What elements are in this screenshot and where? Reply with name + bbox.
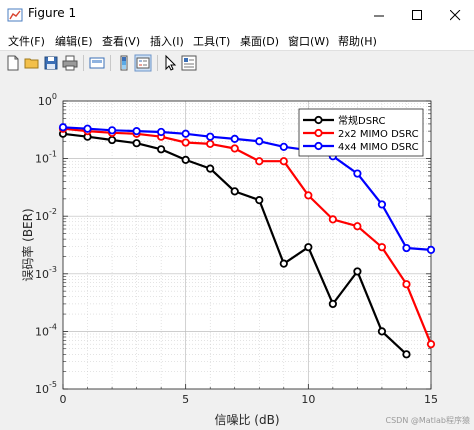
data-point bbox=[230, 134, 239, 143]
data-point bbox=[83, 124, 92, 133]
axes-box bbox=[62, 100, 432, 390]
legend-label: 2x2 MIMO DSRC bbox=[338, 129, 419, 140]
data-point bbox=[377, 327, 387, 336]
data-point bbox=[402, 350, 411, 359]
data-point bbox=[157, 145, 166, 154]
minimize-icon bbox=[373, 15, 384, 16]
close-icon bbox=[449, 9, 460, 20]
legend-entries: 常规DSRC 2x2 MIMO DSRC 4x4 MIMO DSRC bbox=[303, 114, 419, 153]
data-point bbox=[132, 139, 141, 148]
legend[interactable]: 常规DSRC 2x2 MIMO DSRC 4x4 MIMO DSRC bbox=[298, 108, 424, 157]
data-point bbox=[377, 243, 387, 252]
menu-desktop[interactable]: 桌面(D) bbox=[240, 35, 280, 48]
window-title: Figure 1 bbox=[28, 6, 77, 20]
toggle-colorbar-icon[interactable] bbox=[115, 54, 133, 72]
x-tick-label: 0 bbox=[60, 393, 67, 406]
data-point bbox=[402, 280, 411, 289]
data-point bbox=[157, 127, 166, 137]
x-tick-label: 5 bbox=[182, 393, 189, 406]
legend-marker bbox=[314, 115, 323, 125]
data-point bbox=[426, 245, 436, 254]
data-point bbox=[255, 157, 264, 166]
y-tick-labels: 100 10-1 10-2 10-3 10-4 10-5 bbox=[35, 92, 57, 396]
y-axis-label: 误码率 (BER) bbox=[20, 208, 35, 281]
series-line-2 bbox=[62, 127, 433, 345]
menu-edit[interactable]: 编辑(E) bbox=[55, 35, 93, 48]
data-point bbox=[206, 132, 215, 141]
legend-label: 常规DSRC bbox=[338, 114, 385, 127]
matlab-figure-icon bbox=[7, 8, 23, 22]
y-tick-label: 10-5 bbox=[35, 380, 57, 396]
save-icon[interactable] bbox=[42, 54, 60, 72]
watermark: CSDN @Matlab程序猿 bbox=[385, 416, 471, 425]
data-point bbox=[328, 215, 337, 224]
y-tick-label: 10-2 bbox=[35, 207, 57, 223]
data-point bbox=[255, 137, 264, 146]
data-point bbox=[132, 127, 141, 136]
data-point bbox=[107, 135, 117, 145]
data-point bbox=[353, 222, 362, 231]
series-line-3 bbox=[62, 126, 432, 251]
minimize-button[interactable] bbox=[360, 0, 398, 30]
open-folder-icon[interactable] bbox=[23, 54, 41, 72]
data-point bbox=[230, 187, 239, 196]
property-inspector-icon[interactable] bbox=[180, 54, 198, 72]
data-point bbox=[206, 164, 215, 173]
title-bar: Figure 1 bbox=[0, 0, 474, 30]
menu-view[interactable]: 查看(V) bbox=[102, 35, 141, 48]
x-axis-label: 信噪比 (dB) bbox=[214, 413, 279, 427]
y-tick-label: 10-3 bbox=[35, 265, 57, 281]
link-plot-icon[interactable] bbox=[88, 54, 106, 72]
pointer-icon[interactable] bbox=[161, 54, 179, 72]
data-point bbox=[304, 243, 313, 252]
toolbar-separator bbox=[110, 55, 111, 71]
data-point bbox=[230, 144, 239, 153]
menu-window[interactable]: 窗口(W) bbox=[288, 35, 330, 48]
new-file-icon[interactable] bbox=[4, 54, 22, 72]
menu-tools[interactable]: 工具(T) bbox=[193, 35, 231, 48]
data-point bbox=[206, 139, 215, 148]
axis-ticks bbox=[62, 100, 432, 390]
maximize-icon bbox=[411, 9, 422, 20]
y-tick-label: 10-4 bbox=[35, 322, 57, 338]
data-point bbox=[255, 196, 264, 205]
menu-help[interactable]: 帮助(H) bbox=[338, 35, 377, 48]
menu-insert[interactable]: 插入(I) bbox=[150, 35, 184, 48]
data-point bbox=[353, 169, 362, 178]
toolbar bbox=[0, 50, 474, 76]
legend-marker bbox=[314, 141, 323, 151]
data-point bbox=[279, 259, 288, 268]
data-point bbox=[304, 191, 313, 200]
maximize-button[interactable] bbox=[398, 0, 436, 30]
data-point bbox=[279, 142, 288, 151]
data-point bbox=[181, 155, 190, 164]
data-point bbox=[181, 129, 190, 138]
insert-legend-icon[interactable] bbox=[134, 54, 152, 72]
x-tick-label: 15 bbox=[424, 393, 438, 406]
data-point bbox=[426, 340, 436, 349]
close-button[interactable] bbox=[436, 0, 474, 30]
menu-bar: 文件(F) 编辑(E) 查看(V) 插入(I) 工具(T) 桌面(D) 窗口(W… bbox=[0, 30, 474, 50]
legend-marker bbox=[314, 128, 323, 138]
data-point bbox=[328, 299, 337, 309]
data-point bbox=[107, 126, 117, 135]
data-point bbox=[353, 267, 362, 276]
menu-file[interactable]: 文件(F) bbox=[8, 35, 45, 48]
y-tick-label: 100 bbox=[38, 92, 57, 108]
data-point bbox=[377, 200, 387, 209]
data-point bbox=[58, 123, 68, 132]
data-point bbox=[181, 138, 190, 147]
x-tick-label: 10 bbox=[301, 393, 315, 406]
toolbar-separator bbox=[83, 55, 84, 71]
toolbar-separator bbox=[157, 55, 158, 71]
x-tick-labels: 0 5 10 15 bbox=[60, 393, 439, 406]
series-lines bbox=[58, 123, 436, 359]
print-icon[interactable] bbox=[61, 54, 79, 72]
y-tick-label: 10-1 bbox=[35, 150, 57, 166]
data-point bbox=[279, 157, 288, 166]
data-point bbox=[402, 243, 411, 253]
legend-label: 4x4 MIMO DSRC bbox=[338, 142, 419, 153]
